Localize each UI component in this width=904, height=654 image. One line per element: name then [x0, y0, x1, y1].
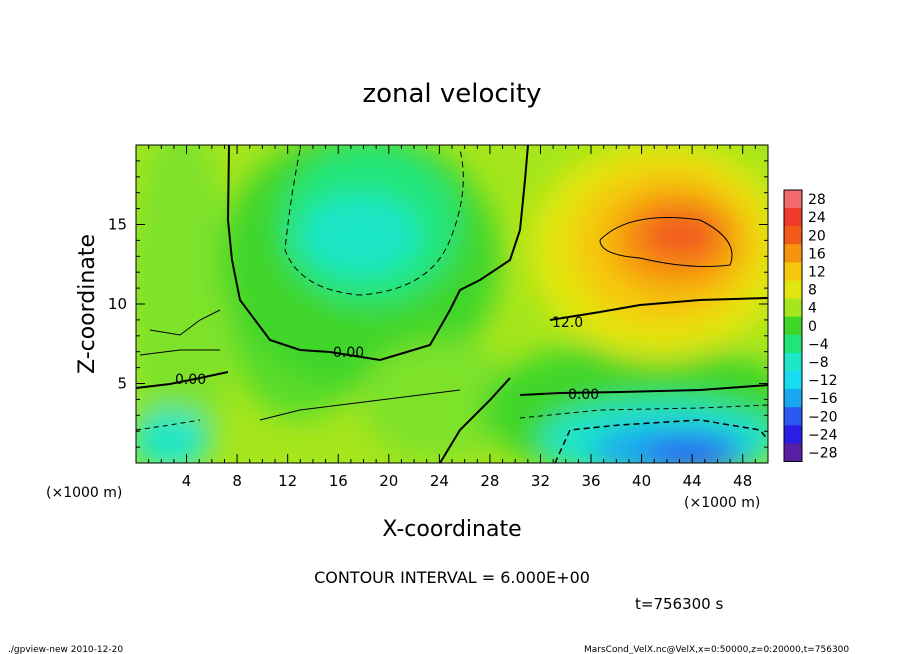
colorbar-swatch: [784, 425, 802, 444]
contour-label: 0.00: [568, 387, 599, 403]
contour-label: 12.0: [552, 315, 583, 331]
y-tick-label: 10: [108, 295, 127, 313]
contour-interval: CONTOUR INTERVAL = 6.000E+00: [314, 568, 590, 587]
colorbar-swatch: [784, 389, 802, 408]
colorbar-swatch: [784, 407, 802, 426]
x-axis-label: X-coordinate: [382, 517, 521, 542]
colorbar-label: 16: [808, 246, 826, 262]
x-tick-label: 48: [733, 472, 752, 490]
colorbar-swatch: [784, 371, 802, 390]
x-tick-label: 28: [480, 472, 499, 490]
colorbar-label: −12: [808, 373, 838, 389]
colorbar-swatch: [784, 280, 802, 300]
x-tick-label: 20: [379, 472, 398, 490]
colorbar-frame: [783, 189, 803, 462]
colorbar-label: 12: [808, 264, 826, 280]
x-tick-label: 24: [430, 472, 449, 490]
y-tick-label: 5: [117, 375, 127, 393]
colorbar-swatch: [784, 190, 802, 209]
chart-title: zonal velocity: [362, 79, 541, 109]
x-tick-label: 12: [278, 472, 297, 490]
y-axis: 5 10 15: [108, 160, 768, 448]
heatmap-area: 0.00 0.00 0.00 12.0: [136, 145, 768, 463]
x-unit-label-right: (×1000 m): [684, 495, 760, 511]
x-tick-label: 8: [232, 472, 242, 490]
colorbar-swatch: [784, 208, 802, 227]
colorbar-label: 20: [808, 228, 826, 244]
x-unit-label-left: (×1000 m): [46, 485, 122, 501]
y-axis-label: Z-coordinate: [75, 234, 100, 374]
colorbar-label: 0: [808, 319, 817, 335]
time-label: t=756300 s: [635, 595, 723, 613]
colorbar-swatch: [784, 298, 802, 318]
contour-lines: [136, 145, 768, 463]
x-tick-label: 32: [531, 472, 550, 490]
colorbar-label: −28: [808, 445, 838, 461]
footer-left: ./gpview-new 2010-12-20: [8, 645, 123, 654]
colorbar: 28 24 20 16 12 8 4 0 −4 −8 −12 −16 −20 −24 −28: [783, 189, 838, 462]
colorbar-swatch: [784, 316, 802, 336]
colorbar-swatch: [784, 443, 802, 462]
colorbar-label: −8: [808, 355, 829, 371]
contour-labels: 0.00 0.00 0.00 12.0: [175, 315, 599, 403]
x-tick-label: 40: [632, 472, 651, 490]
contour-label: 0.00: [175, 372, 206, 388]
x-axis: 4 8 12 16 20 24 28 32 36 40 44 48: [148, 145, 756, 490]
x-tick-label: 4: [182, 472, 192, 490]
x-tick-label: 16: [329, 472, 348, 490]
colorbar-label: −16: [808, 391, 838, 407]
colorbar-label: −24: [808, 427, 838, 443]
colorbar-swatch: [784, 262, 802, 281]
colorbar-swatch: [784, 352, 802, 372]
x-tick-label: 36: [581, 472, 600, 490]
colorbar-label: −4: [808, 337, 829, 353]
x-tick-label: 44: [683, 472, 702, 490]
colorbar-label: −20: [808, 409, 838, 425]
colorbar-swatch: [784, 334, 802, 354]
colorbar-swatch: [784, 226, 802, 245]
colorbar-label: 4: [808, 301, 817, 317]
colorbar-label: 28: [808, 192, 826, 208]
footer-right: MarsCond_VelX.nc@VelX,x=0:50000,z=0:2000…: [584, 645, 849, 654]
colorbar-label: 8: [808, 283, 817, 299]
y-tick-label: 15: [108, 216, 127, 234]
contour-label: 0.00: [333, 345, 364, 361]
colorbar-swatch: [784, 244, 802, 263]
colorbar-label: 24: [808, 210, 826, 226]
